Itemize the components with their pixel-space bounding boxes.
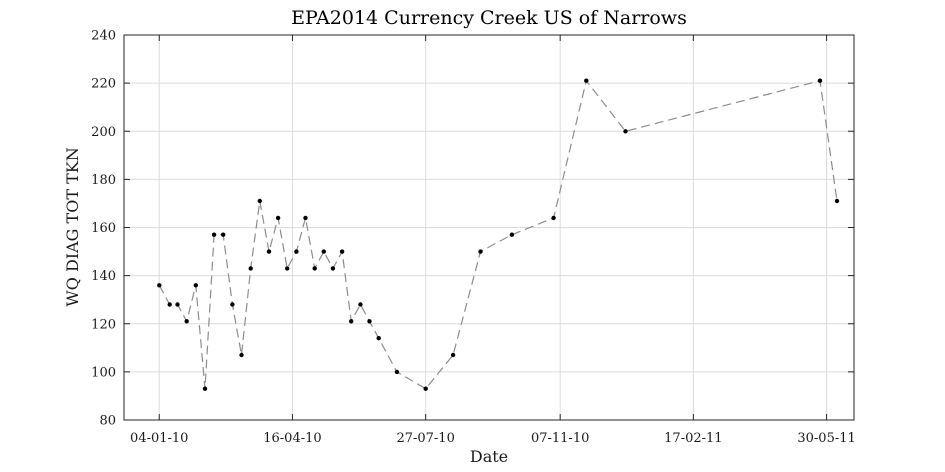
data-series — [157, 78, 840, 391]
x-tick-label: 17-02-11 — [664, 431, 722, 446]
data-point — [239, 352, 244, 358]
data-point — [834, 198, 840, 204]
y-tick-label: 200 — [91, 125, 116, 140]
data-point — [423, 386, 428, 391]
data-point — [157, 283, 162, 288]
x-tick-label: 27-07-10 — [396, 431, 454, 446]
chart-title: EPA2014 Currency Creek US of Narrows — [291, 7, 687, 29]
y-tick-label: 180 — [91, 173, 116, 188]
data-point — [303, 215, 308, 221]
x-axis-label: Date — [470, 447, 508, 466]
data-point — [266, 249, 272, 254]
y-tick-label: 120 — [91, 317, 116, 332]
data-point — [202, 386, 208, 391]
x-tick-label: 07-11-10 — [531, 431, 589, 446]
data-point — [623, 129, 628, 134]
data-point — [339, 249, 345, 254]
data-point — [376, 336, 381, 341]
data-point — [349, 319, 354, 324]
data-point — [211, 232, 217, 237]
data-point — [221, 232, 226, 237]
data-point — [175, 302, 180, 307]
data-point — [817, 78, 823, 83]
y-tick-label: 140 — [91, 269, 116, 284]
x-tick-label: 04-01-10 — [130, 431, 188, 446]
data-point — [230, 302, 235, 307]
x-tick-label: 16-04-10 — [263, 431, 321, 446]
data-point — [509, 232, 515, 237]
data-point — [248, 266, 253, 271]
data-point — [367, 319, 372, 324]
gridlines — [124, 35, 854, 420]
series-line — [158, 79, 838, 390]
axis-ticks: 80 100 120 140 160 180 200 220 240 04-01-10 16-04-… — [91, 29, 856, 447]
x-tick-label: 30-05-11 — [797, 431, 855, 446]
data-point — [330, 266, 336, 271]
data-point — [584, 78, 589, 83]
data-point — [478, 249, 483, 254]
data-point — [394, 369, 400, 375]
data-point — [184, 319, 189, 324]
data-point — [257, 198, 262, 204]
y-tick-label: 100 — [91, 365, 116, 380]
data-point — [358, 302, 363, 307]
y-axis-label: WQ DIAG TOT TKN — [63, 147, 82, 306]
data-point — [551, 215, 556, 221]
data-point — [312, 266, 317, 271]
data-point — [167, 302, 172, 307]
data-point — [294, 249, 299, 254]
data-point — [450, 352, 456, 358]
y-tick-label: 220 — [91, 77, 116, 92]
data-point — [275, 215, 281, 221]
y-tick-label: 80 — [99, 414, 116, 429]
data-point — [193, 283, 198, 288]
y-tick-label: 240 — [91, 29, 116, 44]
data-point — [321, 249, 326, 254]
data-point — [285, 266, 290, 271]
y-tick-label: 160 — [91, 221, 116, 236]
